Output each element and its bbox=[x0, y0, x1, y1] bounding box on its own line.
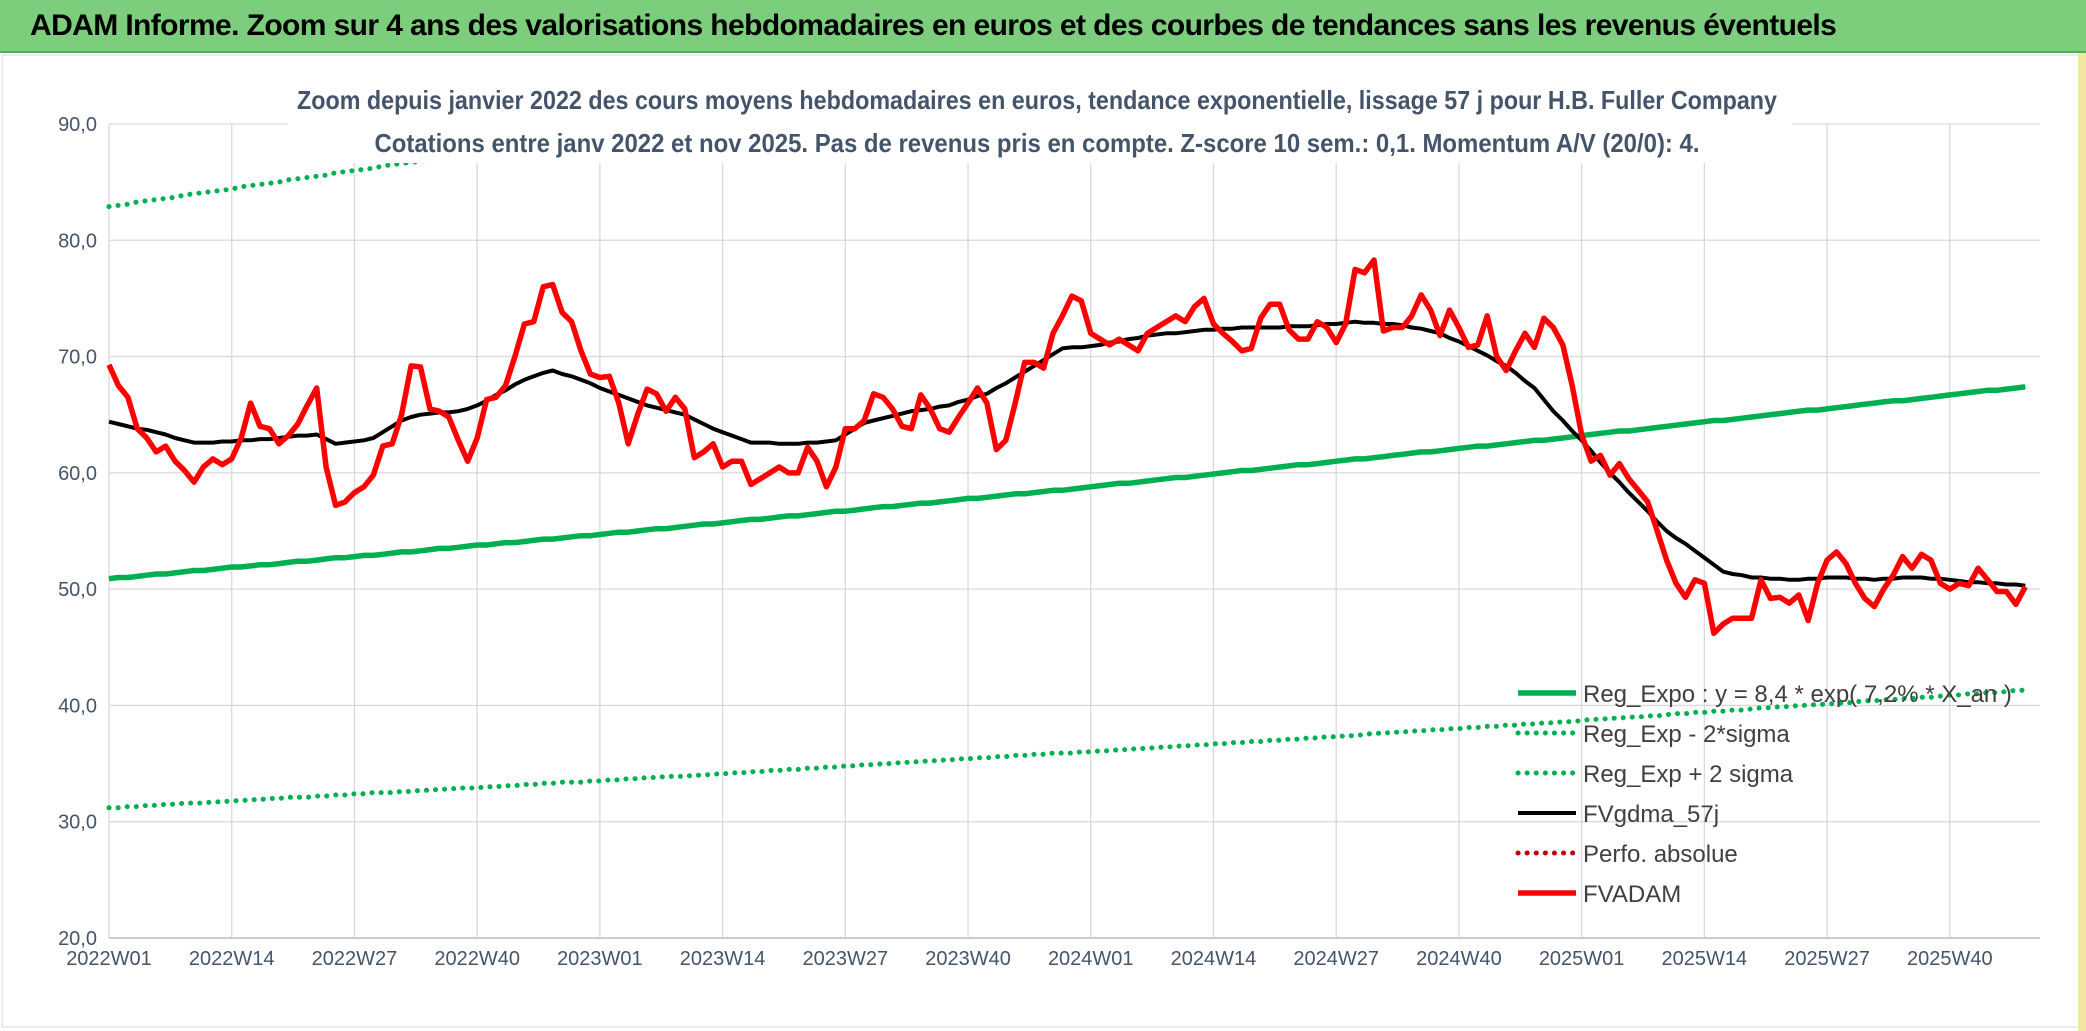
x-tick-label: 2022W27 bbox=[312, 948, 398, 970]
x-tick-label: 2023W27 bbox=[803, 948, 889, 970]
series-line bbox=[106, 687, 2028, 811]
x-tick-label: 2025W40 bbox=[1907, 948, 1993, 970]
x-tick-label: 2022W14 bbox=[189, 948, 275, 970]
edge-strip bbox=[2078, 53, 2086, 1031]
legend-label: FVgdma_57j bbox=[1583, 801, 1719, 828]
x-tick-label: 2025W27 bbox=[1784, 948, 1870, 970]
chart-title: Zoom depuis janvier 2022 des cours moyen… bbox=[297, 85, 1777, 115]
x-tick-label: 2024W27 bbox=[1293, 948, 1379, 970]
x-tick-label: 2022W40 bbox=[434, 948, 520, 970]
x-tick-label: 2023W40 bbox=[925, 948, 1011, 970]
x-tick-label: 2024W14 bbox=[1171, 948, 1257, 970]
header: ADAM Informe. Zoom sur 4 ans des valoris… bbox=[0, 0, 2086, 53]
legend-label: Perfo. absolue bbox=[1583, 841, 1738, 868]
x-tick-label: 2023W01 bbox=[557, 948, 643, 970]
y-tick-label: 40,0 bbox=[58, 695, 97, 717]
y-tick-label: 80,0 bbox=[58, 230, 97, 252]
x-tick-label: 2022W01 bbox=[66, 948, 152, 970]
plot-area bbox=[106, 124, 2028, 811]
y-tick-label: 60,0 bbox=[58, 463, 97, 485]
x-tick-label: 2023W14 bbox=[680, 948, 766, 970]
legend-label: Reg_Expo : y = 8,4 * exp( 7,2% * X_an ) bbox=[1583, 681, 2012, 708]
legend-label: Reg_Exp - 2*sigma bbox=[1583, 721, 1790, 748]
chart-subtitle: Cotations entre janv 2022 et nov 2025. P… bbox=[375, 128, 1700, 158]
y-tick-label: 20,0 bbox=[58, 928, 97, 950]
series-line bbox=[108, 319, 2026, 588]
y-tick-label: 30,0 bbox=[58, 812, 97, 834]
header-title: ADAM Informe. Zoom sur 4 ans des valoris… bbox=[30, 9, 1837, 42]
y-tick-label: 90,0 bbox=[58, 114, 97, 136]
x-tick-label: 2024W01 bbox=[1048, 948, 1134, 970]
chart-frame bbox=[1, 54, 2083, 1028]
y-tick-label: 50,0 bbox=[58, 579, 97, 601]
title-box bbox=[288, 75, 1792, 163]
x-tick-label: 2025W01 bbox=[1539, 948, 1625, 970]
series-line bbox=[108, 384, 2026, 582]
x-tick-label: 2025W14 bbox=[1662, 948, 1748, 970]
y-tick-label: 70,0 bbox=[58, 347, 97, 369]
legend-label: FVADAM bbox=[1583, 881, 1681, 908]
legend-label: Reg_Exp + 2 sigma bbox=[1583, 761, 1794, 788]
x-tick-label: 2024W40 bbox=[1416, 948, 1502, 970]
series-line bbox=[106, 257, 2028, 637]
chart: 20,0 30,0 40,0 50,0 60,0 70,0 80,0 90,0 2022W01 2… bbox=[1, 53, 2086, 1031]
